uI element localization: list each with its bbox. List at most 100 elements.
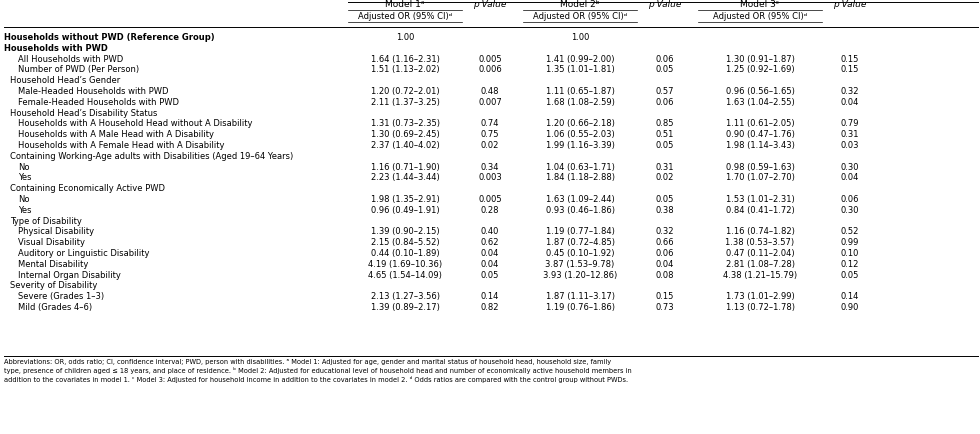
Text: Model 3ᶜ: Model 3ᶜ (741, 0, 779, 9)
Text: 0.90: 0.90 (841, 303, 859, 312)
Text: 1.99 (1.16–3.39): 1.99 (1.16–3.39) (546, 141, 614, 150)
Text: 0.04: 0.04 (656, 260, 674, 269)
Text: 2.37 (1.40–4.02): 2.37 (1.40–4.02) (370, 141, 439, 150)
Text: 1.11 (0.65–1.87): 1.11 (0.65–1.87) (546, 87, 614, 96)
Text: 2.13 (1.27–3.56): 2.13 (1.27–3.56) (370, 292, 439, 301)
Text: 1.35 (1.01–1.81): 1.35 (1.01–1.81) (546, 66, 614, 74)
Text: 0.73: 0.73 (656, 303, 674, 312)
Text: Model 1ᵃ: Model 1ᵃ (385, 0, 424, 9)
Text: Households without PWD (Reference Group): Households without PWD (Reference Group) (4, 33, 215, 42)
Text: Severity of Disability: Severity of Disability (10, 281, 97, 290)
Text: 0.006: 0.006 (478, 66, 502, 74)
Text: 0.06: 0.06 (656, 249, 674, 258)
Text: Visual Disability: Visual Disability (18, 238, 85, 247)
Text: 0.48: 0.48 (481, 87, 499, 96)
Text: 1.51 (1.13–2.02): 1.51 (1.13–2.02) (370, 66, 439, 74)
Text: 1.20 (0.66–2.18): 1.20 (0.66–2.18) (546, 119, 614, 128)
Text: 0.51: 0.51 (656, 130, 674, 139)
Text: 1.53 (1.01–2.31): 1.53 (1.01–2.31) (725, 195, 795, 204)
Text: 1.20 (0.72–2.01): 1.20 (0.72–2.01) (370, 87, 439, 96)
Text: 1.87 (0.72–4.85): 1.87 (0.72–4.85) (546, 238, 614, 247)
Text: 0.05: 0.05 (656, 195, 674, 204)
Text: 0.06: 0.06 (656, 98, 674, 107)
Text: 0.66: 0.66 (656, 238, 674, 247)
Text: 0.32: 0.32 (656, 227, 674, 237)
Text: 4.38 (1.21–15.79): 4.38 (1.21–15.79) (723, 271, 797, 279)
Text: 0.40: 0.40 (481, 227, 499, 237)
Text: Number of PWD (Per Person): Number of PWD (Per Person) (18, 66, 139, 74)
Text: 1.00: 1.00 (396, 33, 415, 42)
Text: All Households with PWD: All Households with PWD (18, 55, 123, 64)
Text: 0.04: 0.04 (841, 174, 859, 182)
Text: 0.05: 0.05 (841, 271, 859, 279)
Text: 0.05: 0.05 (656, 66, 674, 74)
Text: 0.003: 0.003 (478, 174, 502, 182)
Text: Adjusted OR (95% CI)ᵈ: Adjusted OR (95% CI)ᵈ (712, 12, 808, 21)
Text: 0.08: 0.08 (656, 271, 674, 279)
Text: p Value: p Value (473, 0, 507, 9)
Text: 1.30 (0.91–1.87): 1.30 (0.91–1.87) (725, 55, 795, 64)
Text: 1.13 (0.72–1.78): 1.13 (0.72–1.78) (725, 303, 795, 312)
Text: 1.70 (1.07–2.70): 1.70 (1.07–2.70) (725, 174, 795, 182)
Text: 1.87 (1.11–3.17): 1.87 (1.11–3.17) (546, 292, 614, 301)
Text: 0.38: 0.38 (656, 206, 674, 215)
Text: 1.39 (0.89–2.17): 1.39 (0.89–2.17) (370, 303, 439, 312)
Text: 4.19 (1.69–10.36): 4.19 (1.69–10.36) (368, 260, 442, 269)
Text: 0.30: 0.30 (841, 163, 859, 171)
Text: Mild (Grades 4–6): Mild (Grades 4–6) (18, 303, 92, 312)
Text: 3.87 (1.53–9.78): 3.87 (1.53–9.78) (546, 260, 614, 269)
Text: 0.06: 0.06 (841, 195, 859, 204)
Text: 0.90 (0.47–1.76): 0.90 (0.47–1.76) (725, 130, 795, 139)
Text: 0.98 (0.59–1.63): 0.98 (0.59–1.63) (725, 163, 795, 171)
Text: 0.85: 0.85 (656, 119, 674, 128)
Text: 0.52: 0.52 (841, 227, 859, 237)
Text: 1.63 (1.09–2.44): 1.63 (1.09–2.44) (546, 195, 614, 204)
Text: 0.04: 0.04 (841, 98, 859, 107)
Text: 2.81 (1.08–7.28): 2.81 (1.08–7.28) (725, 260, 795, 269)
Text: Households with A Female Head with A Disability: Households with A Female Head with A Dis… (18, 141, 224, 150)
Text: 1.73 (1.01–2.99): 1.73 (1.01–2.99) (725, 292, 795, 301)
Text: 1.98 (1.35–2.91): 1.98 (1.35–2.91) (370, 195, 439, 204)
Text: 0.007: 0.007 (478, 98, 502, 107)
Text: 0.57: 0.57 (656, 87, 674, 96)
Text: 1.39 (0.90–2.15): 1.39 (0.90–2.15) (370, 227, 439, 237)
Text: No: No (18, 195, 29, 204)
Text: 0.14: 0.14 (481, 292, 499, 301)
Text: 0.05: 0.05 (656, 141, 674, 150)
Text: type, presence of children aged ≤ 18 years, and place of residence. ᵇ Model 2: A: type, presence of children aged ≤ 18 yea… (4, 368, 632, 375)
Text: 0.14: 0.14 (841, 292, 859, 301)
Text: Model 2ᵇ: Model 2ᵇ (561, 0, 600, 9)
Text: 1.31 (0.73–2.35): 1.31 (0.73–2.35) (370, 119, 439, 128)
Text: 0.005: 0.005 (478, 55, 502, 64)
Text: 1.84 (1.18–2.88): 1.84 (1.18–2.88) (546, 174, 614, 182)
Text: 0.44 (0.10–1.89): 0.44 (0.10–1.89) (370, 249, 439, 258)
Text: Containing Economically Active PWD: Containing Economically Active PWD (10, 184, 165, 193)
Text: 1.16 (0.74–1.82): 1.16 (0.74–1.82) (725, 227, 795, 237)
Text: 0.93 (0.46–1.86): 0.93 (0.46–1.86) (546, 206, 614, 215)
Text: 2.23 (1.44–3.44): 2.23 (1.44–3.44) (370, 174, 439, 182)
Text: 0.02: 0.02 (481, 141, 499, 150)
Text: Households with A Male Head with A Disability: Households with A Male Head with A Disab… (18, 130, 214, 139)
Text: 0.82: 0.82 (481, 303, 499, 312)
Text: Severe (Grades 1–3): Severe (Grades 1–3) (18, 292, 104, 301)
Text: 1.98 (1.14–3.43): 1.98 (1.14–3.43) (725, 141, 795, 150)
Text: 0.31: 0.31 (841, 130, 859, 139)
Text: 0.02: 0.02 (656, 174, 674, 182)
Text: 0.34: 0.34 (481, 163, 499, 171)
Text: 0.84 (0.41–1.72): 0.84 (0.41–1.72) (725, 206, 795, 215)
Text: Male-Headed Households with PWD: Male-Headed Households with PWD (18, 87, 169, 96)
Text: 0.96 (0.49–1.91): 0.96 (0.49–1.91) (370, 206, 439, 215)
Text: Yes: Yes (18, 206, 31, 215)
Text: 1.30 (0.69–2.45): 1.30 (0.69–2.45) (370, 130, 439, 139)
Text: 0.15: 0.15 (656, 292, 674, 301)
Text: Auditory or Linguistic Disability: Auditory or Linguistic Disability (18, 249, 150, 258)
Text: 0.31: 0.31 (656, 163, 674, 171)
Text: 0.99: 0.99 (841, 238, 859, 247)
Text: 1.38 (0.53–3.57): 1.38 (0.53–3.57) (725, 238, 795, 247)
Text: 2.15 (0.84–5.52): 2.15 (0.84–5.52) (370, 238, 439, 247)
Text: 1.00: 1.00 (570, 33, 589, 42)
Text: 0.28: 0.28 (481, 206, 499, 215)
Text: 1.16 (0.71–1.90): 1.16 (0.71–1.90) (370, 163, 439, 171)
Text: 0.96 (0.56–1.65): 0.96 (0.56–1.65) (725, 87, 795, 96)
Text: 0.15: 0.15 (841, 66, 859, 74)
